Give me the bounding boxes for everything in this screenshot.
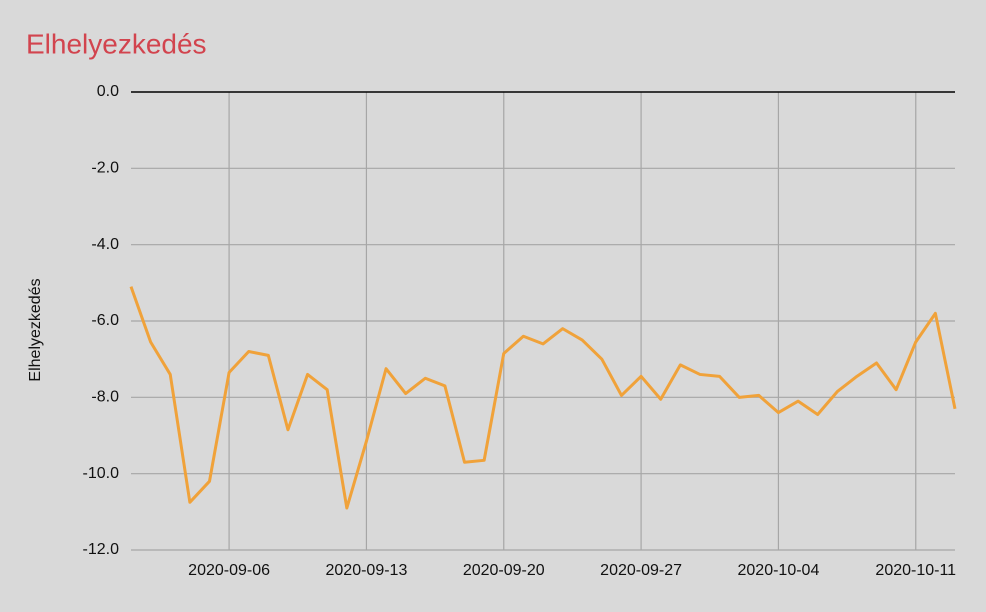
x-tick-label: 2020-09-13 <box>326 562 408 579</box>
y-tick-label: -12.0 <box>83 541 120 558</box>
x-tick-label: 2020-10-04 <box>738 562 820 579</box>
x-tick-label: 2020-09-20 <box>463 562 545 579</box>
data-line <box>129 286 957 510</box>
y-axis-label: Elhelyezkedés <box>27 278 44 381</box>
x-tick-label: 2020-09-06 <box>188 562 270 579</box>
y-tick-label: -6.0 <box>91 312 119 329</box>
chart-title: Elhelyezkedés <box>26 28 207 59</box>
x-tick-label: 2020-09-27 <box>600 562 682 579</box>
y-tick-label: 0.0 <box>97 83 119 100</box>
y-tick-label: -4.0 <box>91 236 119 253</box>
y-tick-label: -2.0 <box>91 160 119 177</box>
y-tick-label: -10.0 <box>83 465 120 482</box>
y-tick-label: -8.0 <box>91 389 119 406</box>
x-tick-label: 2020-10-11 <box>875 562 956 579</box>
